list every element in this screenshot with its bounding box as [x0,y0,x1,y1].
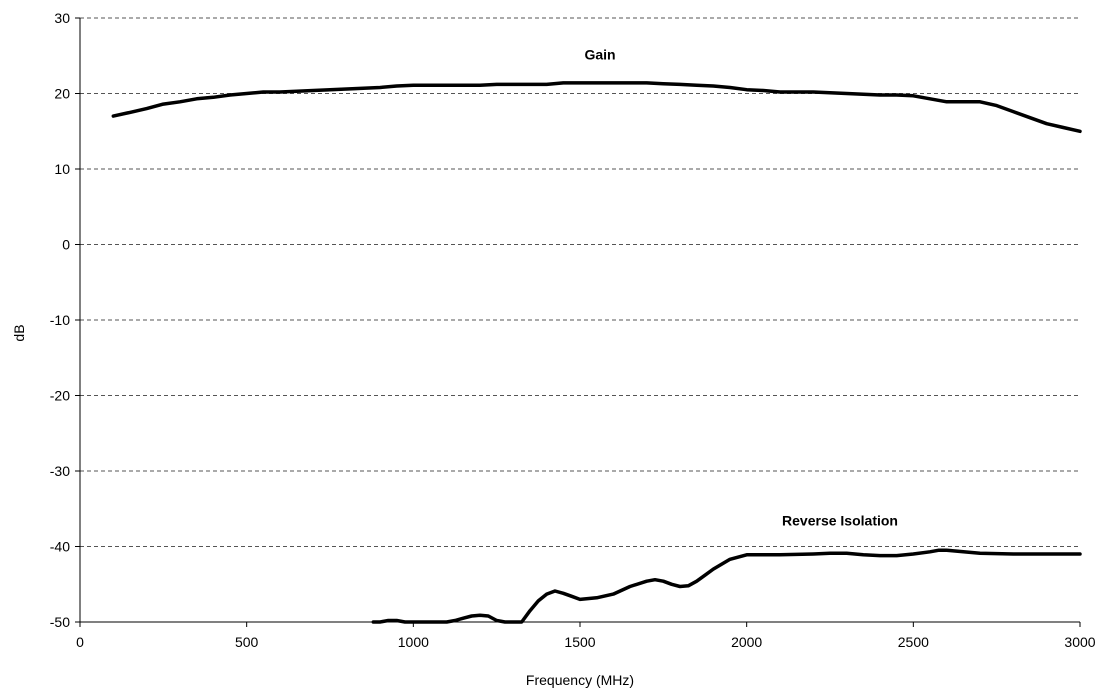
y-tick-label-6: 10 [54,161,70,177]
x-tick-label-0: 0 [76,634,84,650]
x-tick-label-6: 3000 [1064,634,1095,650]
y-axis-title: dB [11,324,27,341]
series-lines [111,81,1082,624]
y-tick-label-8: 30 [54,10,70,26]
x-tick-label-4: 2000 [731,634,762,650]
y-tick-label-5: 0 [62,237,70,253]
x-axis-title: Frequency (MHz) [526,672,634,688]
series-label-gain: Gain [584,47,615,63]
gridlines [80,17,1080,547]
x-tick-label-3: 1500 [564,634,595,650]
y-tick-label-2: -30 [50,463,70,479]
y-tick-label-1: -40 [50,539,70,555]
series-line-reverse-isolation [371,548,1082,624]
x-tick-label-2: 1000 [398,634,429,650]
y-tick-label-7: 20 [54,86,70,102]
series-labels: Gain Reverse Isolation [584,47,898,529]
axes [75,17,1081,627]
y-tick-labels: -50 -40 -30 -20 -10 0 10 20 30 [50,10,70,630]
y-tick-label-0: -50 [50,614,70,630]
y-tick-label-3: -20 [50,388,70,404]
y-tick-label-4: -10 [50,312,70,328]
series-label-reverse-isolation: Reverse Isolation [782,512,898,528]
x-tick-label-5: 2500 [898,634,929,650]
series-line-gain [111,81,1082,134]
x-tick-label-1: 500 [235,634,259,650]
x-tick-labels: 0 500 1000 1500 2000 2500 3000 [76,634,1096,650]
